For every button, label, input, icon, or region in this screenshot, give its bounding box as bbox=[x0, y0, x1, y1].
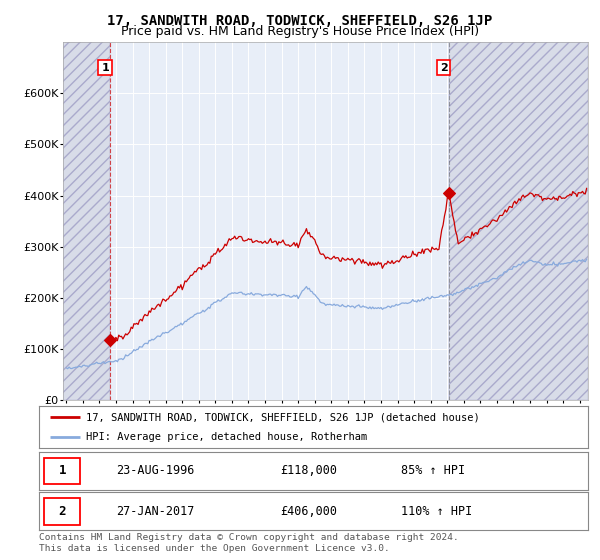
Bar bbox=[449, 42, 588, 400]
Text: 23-AUG-1996: 23-AUG-1996 bbox=[116, 464, 194, 478]
Text: £406,000: £406,000 bbox=[281, 505, 338, 518]
Point bbox=[444, 188, 454, 197]
Text: £118,000: £118,000 bbox=[281, 464, 338, 478]
Bar bbox=[44, 458, 80, 484]
Text: Price paid vs. HM Land Registry's House Price Index (HPI): Price paid vs. HM Land Registry's House … bbox=[121, 25, 479, 38]
Text: 2: 2 bbox=[59, 505, 66, 518]
Text: HPI: Average price, detached house, Rotherham: HPI: Average price, detached house, Roth… bbox=[86, 432, 367, 442]
Text: 27-JAN-2017: 27-JAN-2017 bbox=[116, 505, 194, 518]
Text: 110% ↑ HPI: 110% ↑ HPI bbox=[401, 505, 473, 518]
Text: 1: 1 bbox=[59, 464, 66, 478]
Text: 17, SANDWITH ROAD, TODWICK, SHEFFIELD, S26 1JP (detached house): 17, SANDWITH ROAD, TODWICK, SHEFFIELD, S… bbox=[86, 412, 479, 422]
Bar bbox=[44, 498, 80, 525]
Text: 1: 1 bbox=[101, 63, 109, 73]
Text: 17, SANDWITH ROAD, TODWICK, SHEFFIELD, S26 1JP: 17, SANDWITH ROAD, TODWICK, SHEFFIELD, S… bbox=[107, 14, 493, 28]
Point bbox=[105, 335, 115, 344]
Text: 85% ↑ HPI: 85% ↑ HPI bbox=[401, 464, 466, 478]
Bar bbox=[63, 42, 110, 400]
Text: Contains HM Land Registry data © Crown copyright and database right 2024.
This d: Contains HM Land Registry data © Crown c… bbox=[39, 533, 459, 553]
Text: 2: 2 bbox=[440, 63, 448, 73]
